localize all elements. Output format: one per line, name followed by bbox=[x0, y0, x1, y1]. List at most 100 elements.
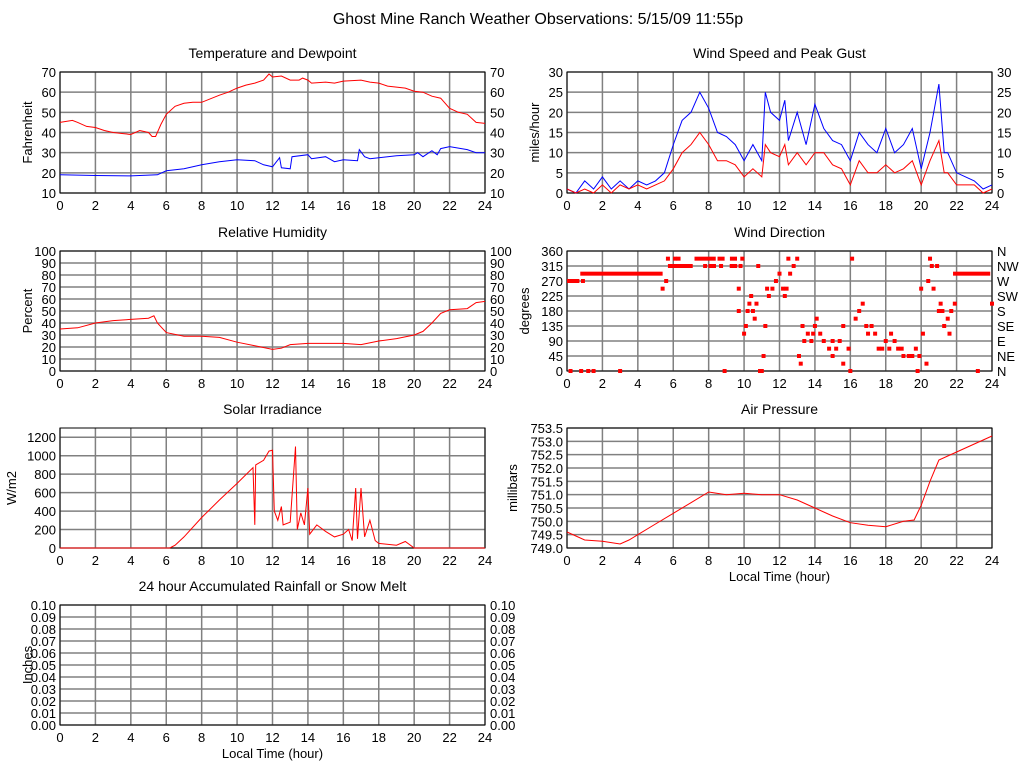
y-tick-label: 751.0 bbox=[530, 488, 563, 503]
x-tick-label: 20 bbox=[407, 198, 421, 213]
direction-point bbox=[736, 286, 741, 291]
direction-point bbox=[796, 354, 801, 358]
right-tick-label: 50 bbox=[490, 304, 504, 319]
right-tick-label: 60 bbox=[490, 85, 504, 100]
direction-point bbox=[766, 294, 771, 298]
direction-point bbox=[873, 331, 878, 336]
right-tick-label: 40 bbox=[490, 126, 504, 141]
direction-point bbox=[848, 369, 853, 373]
y-tick-label: 752.0 bbox=[530, 461, 563, 476]
x-tick-label: 14 bbox=[301, 730, 315, 745]
right-tick-label: 10 bbox=[490, 186, 504, 201]
direction-point bbox=[889, 331, 894, 336]
direction-point bbox=[883, 339, 888, 343]
x-tick-label: 0 bbox=[56, 376, 63, 391]
direction-point bbox=[928, 256, 933, 261]
x-tick-label: 10 bbox=[230, 198, 244, 213]
direction-point bbox=[818, 331, 823, 336]
x-tick-label: 6 bbox=[670, 553, 677, 568]
direction-point bbox=[743, 324, 748, 328]
x-tick-label: 16 bbox=[336, 730, 350, 745]
x-tick-label: 20 bbox=[407, 553, 421, 568]
y-tick-label: 225 bbox=[541, 289, 563, 304]
x-axis-label: Local Time (hour) bbox=[222, 746, 323, 761]
direction-point bbox=[782, 294, 787, 298]
x-tick-label: 8 bbox=[198, 553, 205, 568]
direction-point bbox=[837, 339, 842, 343]
right-tick-label: SW bbox=[997, 289, 1019, 304]
direction-point bbox=[568, 369, 573, 373]
right-tick-label: 0.05 bbox=[490, 658, 515, 673]
series-line-wind-speed bbox=[566, 131, 993, 194]
x-tick-label: 4 bbox=[634, 553, 641, 568]
direction-point bbox=[853, 316, 858, 321]
x-tick-label: 20 bbox=[407, 730, 421, 745]
direction-point bbox=[866, 331, 871, 336]
direction-point bbox=[742, 331, 747, 336]
chart-title: Wind Direction bbox=[734, 224, 825, 240]
y-tick-label: 0.01 bbox=[31, 706, 56, 721]
direction-point bbox=[899, 346, 904, 351]
direction-point bbox=[814, 316, 819, 321]
direction-point bbox=[880, 346, 885, 351]
direction-point bbox=[722, 369, 727, 373]
right-tick-label: 70 bbox=[490, 280, 504, 295]
direction-point bbox=[924, 361, 929, 366]
x-tick-label: 20 bbox=[407, 376, 421, 391]
direction-point bbox=[869, 324, 874, 328]
right-tick-label: W bbox=[997, 274, 1010, 289]
right-tick-label: 20 bbox=[490, 340, 504, 355]
x-tick-label: 24 bbox=[985, 553, 999, 568]
x-tick-label: 16 bbox=[843, 553, 857, 568]
x-tick-label: 10 bbox=[737, 376, 751, 391]
x-tick-label: 8 bbox=[705, 553, 712, 568]
direction-point bbox=[752, 316, 757, 321]
direction-point bbox=[761, 354, 766, 358]
direction-point bbox=[811, 331, 816, 336]
right-tick-label: 70 bbox=[490, 65, 504, 80]
x-tick-label: 8 bbox=[198, 730, 205, 745]
x-tick-label: 16 bbox=[336, 198, 350, 213]
x-tick-label: 0 bbox=[563, 198, 570, 213]
y-tick-label: 60 bbox=[42, 85, 56, 100]
direction-point bbox=[952, 301, 957, 306]
direction-point bbox=[805, 331, 810, 336]
plot-frame bbox=[59, 71, 486, 194]
right-tick-label: 5 bbox=[997, 166, 1004, 181]
x-tick-label: 16 bbox=[843, 198, 857, 213]
x-tick-label: 14 bbox=[808, 553, 822, 568]
y-axis-label: miles/hour bbox=[527, 102, 542, 163]
direction-point bbox=[664, 279, 669, 283]
x-tick-label: 16 bbox=[336, 376, 350, 391]
direction-run bbox=[667, 264, 693, 268]
direction-point bbox=[676, 256, 681, 261]
direction-point bbox=[784, 286, 789, 291]
direction-point bbox=[887, 346, 892, 351]
direction-point bbox=[733, 264, 738, 268]
direction-point bbox=[770, 286, 775, 291]
right-tick-label: 20 bbox=[997, 105, 1011, 120]
x-tick-label: 0 bbox=[56, 730, 63, 745]
right-tick-label: 0 bbox=[997, 186, 1004, 201]
x-tick-label: 12 bbox=[265, 198, 279, 213]
x-tick-label: 24 bbox=[478, 730, 492, 745]
y-tick-label: 0.06 bbox=[31, 646, 56, 661]
y-tick-label: 80 bbox=[42, 268, 56, 283]
direction-point bbox=[975, 369, 980, 373]
y-tick-label: 751.5 bbox=[530, 474, 563, 489]
direction-point bbox=[929, 264, 934, 268]
right-tick-label: 0.09 bbox=[490, 610, 515, 625]
direction-point bbox=[920, 331, 925, 336]
series-line-dewpoint bbox=[59, 146, 485, 177]
direction-point bbox=[750, 309, 755, 313]
direction-point bbox=[788, 271, 793, 276]
right-tick-label: 15 bbox=[997, 126, 1011, 141]
x-tick-label: 10 bbox=[230, 730, 244, 745]
x-tick-label: 12 bbox=[265, 553, 279, 568]
direction-point bbox=[747, 301, 752, 306]
right-tick-label: 0.10 bbox=[490, 598, 515, 613]
direction-point bbox=[781, 286, 786, 291]
direction-point bbox=[763, 324, 768, 328]
